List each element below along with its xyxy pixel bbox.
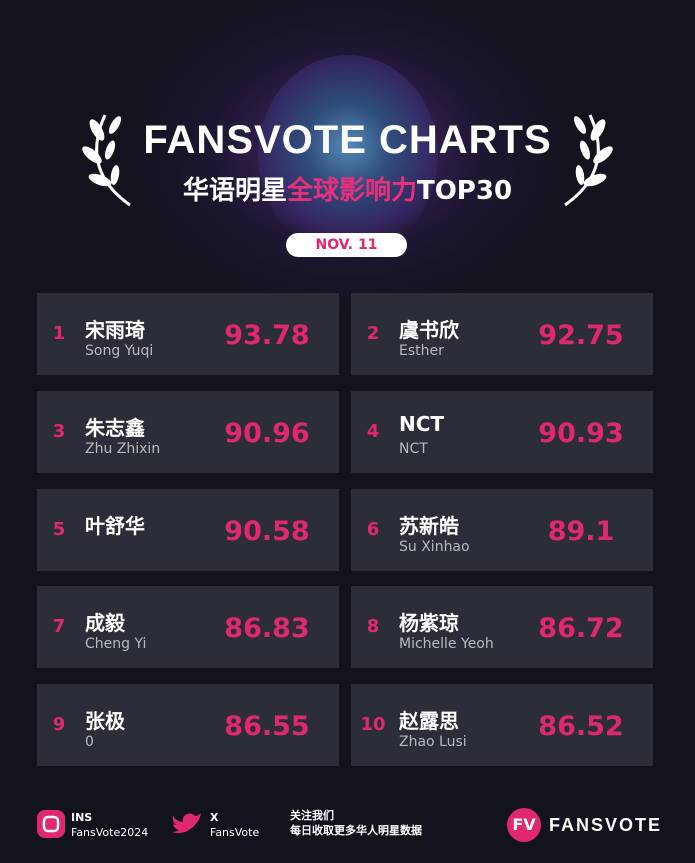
- rank-number: 1: [52, 323, 66, 344]
- rank-card: 3 朱志鑫 Zhu Zhixin 90.96: [37, 390, 339, 473]
- follow-text: 每日收取更多华人明星数据: [290, 824, 422, 837]
- star-subname: Cheng Yi: [85, 636, 147, 653]
- x-info: X FansVote: [210, 810, 259, 840]
- star-subname: Esther: [399, 343, 444, 359]
- score: 92.75: [538, 320, 624, 351]
- star-subname: Zhu Zhixin: [85, 440, 161, 457]
- star-subname: Michelle Yeoh: [399, 636, 494, 653]
- star-name: 赵露思: [399, 709, 459, 734]
- rank-number: 9: [52, 714, 66, 736]
- star-name: 叶舒华: [85, 513, 145, 538]
- rank-card: 8 杨紫琼 Michelle Yeoh 86.72: [351, 586, 653, 669]
- score: 90.58: [224, 515, 310, 547]
- rank-number: 3: [52, 420, 66, 442]
- rank-number: 6: [366, 518, 380, 540]
- star-name: 杨紫琼: [399, 611, 459, 636]
- rank-number: 8: [366, 616, 380, 638]
- rank-card: 9 张极 0 86.55: [37, 684, 339, 767]
- score: 90.96: [224, 417, 310, 449]
- rank-number: 7: [52, 616, 66, 638]
- subtitle-part: 华语明星: [182, 176, 287, 206]
- star-subname: NCT: [399, 440, 428, 457]
- score: 89.1: [547, 515, 615, 547]
- star-name: 宋雨琦: [85, 318, 145, 342]
- x-icon: [172, 813, 201, 834]
- star-name: 虞书欣: [399, 318, 459, 342]
- rank-card: 10 赵露思 Zhao Lusi 86.52: [351, 684, 653, 767]
- score: 86.72: [538, 613, 624, 645]
- rank-card: 7 成毅 Cheng Yi 86.83: [37, 586, 339, 669]
- rank-card: 1 宋雨琦 Song Yuqi 93.78: [37, 293, 339, 375]
- x-label: X: [210, 811, 219, 824]
- rank-card: 4 NCT NCT 90.93: [351, 390, 653, 473]
- score: 93.78: [224, 320, 310, 351]
- laurels: [82, 114, 613, 207]
- rank-card: 5 叶舒华 90.58: [37, 488, 339, 571]
- x-handle: FansVote: [210, 826, 260, 839]
- star-name: 朱志鑫: [85, 415, 145, 440]
- star-subname: Song Yuqi: [85, 343, 154, 359]
- star-subname: Zhao Lusi: [399, 734, 467, 751]
- rank-number: 5: [52, 518, 66, 540]
- date-badge: NOV. 11: [286, 233, 407, 257]
- star-name: 成毅: [85, 611, 125, 636]
- subtitle-highlight: 全球影响力: [286, 176, 417, 206]
- title: FANSVOTE CHARTS: [143, 118, 552, 162]
- rank-card: 6 苏新皓 Su Xinhao 89.1: [351, 488, 653, 571]
- subtitle: 华语明星全球影响力TOP30: [0, 170, 695, 207]
- star-name: 张极: [85, 709, 125, 734]
- globe-graphic: [258, 55, 438, 255]
- rank-number: 10: [360, 714, 386, 736]
- ins-handle: FansVote2024: [71, 826, 149, 839]
- score: 86.55: [224, 711, 310, 743]
- logo-mark: FV: [507, 808, 541, 842]
- score: 86.52: [538, 711, 624, 743]
- right-laurel: [564, 114, 613, 207]
- ins-label: INS: [71, 811, 93, 824]
- star-subname: 0: [85, 734, 94, 751]
- left-laurel: [82, 114, 131, 207]
- follow-info: 关注我们每日收取更多华人明星数据: [290, 808, 422, 838]
- rank-number: 2: [366, 323, 380, 344]
- follow-label: 关注我们: [290, 809, 334, 822]
- score: 90.93: [538, 417, 624, 449]
- logo-text: FANSVOTE: [549, 815, 663, 835]
- star-name: NCT: [399, 411, 445, 436]
- score: 86.83: [224, 613, 310, 645]
- rank-card: 2 虞书欣 Esther 92.75: [351, 293, 653, 375]
- ins-icon: [37, 810, 65, 838]
- subtitle-part: TOP30: [416, 176, 513, 206]
- ins-info: INS FansVote2024: [71, 810, 148, 840]
- rank-number: 4: [366, 420, 380, 442]
- star-subname: Su Xinhao: [399, 538, 470, 555]
- star-name: 苏新皓: [399, 513, 459, 538]
